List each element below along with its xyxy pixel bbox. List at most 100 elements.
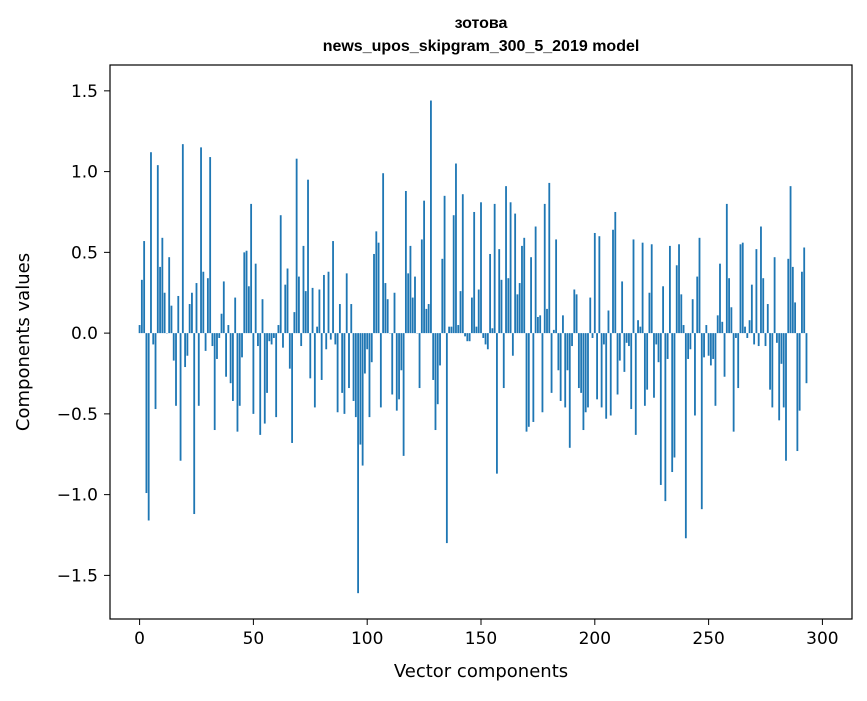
bar [218, 333, 220, 338]
bar [553, 330, 555, 333]
bar [237, 333, 239, 432]
bar [168, 257, 170, 333]
bar [806, 333, 808, 383]
bar [557, 333, 559, 370]
bar [223, 281, 225, 333]
bar [715, 333, 717, 406]
bar [601, 333, 603, 407]
y-tick-label: −1.5 [57, 566, 98, 586]
bar [674, 333, 676, 457]
bar [412, 298, 414, 334]
bar [446, 333, 448, 543]
bar [460, 291, 462, 333]
bar [271, 333, 273, 344]
x-tick-label: 0 [134, 629, 145, 649]
bar [387, 299, 389, 333]
bar [790, 186, 792, 333]
bar [667, 333, 669, 359]
bar [339, 304, 341, 333]
bar [617, 333, 619, 394]
bar [248, 286, 250, 333]
bar [314, 333, 316, 407]
bar [680, 294, 682, 333]
y-tick-label: 0.0 [71, 324, 98, 344]
bar [175, 333, 177, 406]
bar [300, 333, 302, 346]
bar [305, 291, 307, 333]
bar [735, 333, 737, 338]
bar [250, 204, 252, 333]
bar [341, 333, 343, 393]
bar [660, 333, 662, 485]
bar [191, 293, 193, 333]
bar [280, 215, 282, 333]
bar [758, 333, 760, 346]
bar [799, 333, 801, 411]
bar [441, 259, 443, 333]
bar [430, 101, 432, 334]
bar [546, 309, 548, 333]
bar [405, 191, 407, 333]
bar [585, 333, 587, 412]
bar [150, 152, 152, 333]
bar [296, 159, 298, 333]
bar [608, 311, 610, 334]
bar [152, 333, 154, 344]
bar [619, 333, 621, 360]
bar [587, 333, 589, 407]
bar [696, 277, 698, 334]
bar [571, 333, 573, 346]
bar [787, 259, 789, 333]
bar [621, 281, 623, 333]
bar [437, 333, 439, 404]
bar [569, 333, 571, 448]
bar [425, 309, 427, 333]
bar [298, 277, 300, 334]
bar [555, 239, 557, 333]
bar [548, 183, 550, 333]
bar [567, 333, 569, 370]
bar [146, 333, 148, 493]
bar [337, 333, 339, 412]
bar [180, 333, 182, 461]
y-tick-label: −0.5 [57, 405, 98, 425]
bar [603, 333, 605, 344]
bar [448, 327, 450, 333]
bar [410, 246, 412, 333]
bar [771, 333, 773, 407]
bar [510, 202, 512, 333]
bar [496, 333, 498, 474]
bar [501, 280, 503, 333]
y-tick-label: −1.0 [57, 486, 98, 506]
bar [293, 312, 295, 333]
bar [658, 333, 660, 362]
bar [762, 278, 764, 333]
bar [694, 333, 696, 415]
bar [312, 288, 314, 333]
bar [744, 327, 746, 333]
bar [275, 333, 277, 417]
bar [637, 320, 639, 333]
bar [252, 333, 254, 414]
bar [221, 314, 223, 333]
bar [303, 246, 305, 333]
bar [214, 333, 216, 430]
bar [626, 333, 628, 343]
bar [649, 293, 651, 333]
bar [733, 333, 735, 432]
bar [767, 304, 769, 333]
x-tick-label: 200 [579, 629, 611, 649]
bar [542, 333, 544, 412]
bar [344, 333, 346, 414]
bar [234, 298, 236, 334]
bar [278, 325, 280, 333]
bar [164, 293, 166, 333]
bar [357, 333, 359, 593]
bar [760, 227, 762, 334]
bar [792, 267, 794, 333]
bar [227, 325, 229, 333]
bar [476, 327, 478, 333]
bar [503, 333, 505, 388]
bar [466, 333, 468, 341]
